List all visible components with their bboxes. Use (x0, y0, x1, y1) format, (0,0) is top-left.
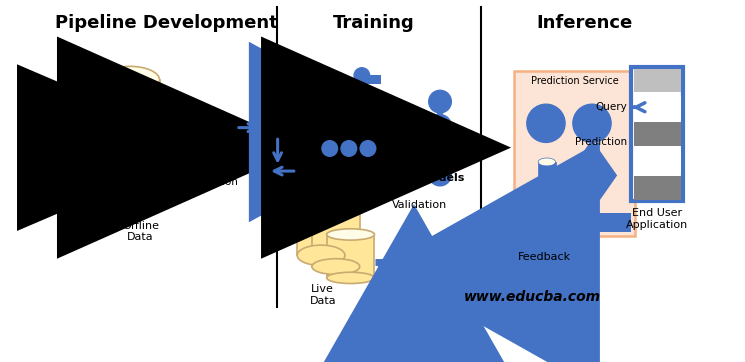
FancyBboxPatch shape (362, 75, 381, 84)
Polygon shape (568, 141, 616, 210)
FancyBboxPatch shape (538, 162, 556, 192)
Circle shape (360, 141, 375, 156)
Text: Validation: Validation (393, 200, 448, 210)
FancyBboxPatch shape (312, 206, 360, 266)
Circle shape (354, 98, 370, 114)
FancyBboxPatch shape (318, 144, 384, 154)
Ellipse shape (118, 105, 177, 125)
Ellipse shape (327, 272, 375, 283)
FancyBboxPatch shape (634, 176, 680, 200)
Text: Feedback: Feedback (519, 252, 571, 262)
FancyBboxPatch shape (634, 150, 680, 173)
FancyBboxPatch shape (514, 71, 635, 236)
Ellipse shape (297, 167, 345, 187)
Circle shape (569, 168, 597, 196)
Text: End User
Application: End User Application (626, 209, 688, 230)
FancyBboxPatch shape (118, 115, 177, 193)
Circle shape (354, 68, 370, 83)
Circle shape (573, 104, 611, 142)
FancyBboxPatch shape (634, 122, 680, 146)
Text: Prediction Service: Prediction Service (530, 76, 618, 87)
Text: Training: Training (333, 14, 415, 32)
Text: Offline
Data: Offline Data (122, 220, 159, 242)
FancyBboxPatch shape (437, 129, 443, 140)
Text: Training &
Validation: Training & Validation (186, 165, 239, 186)
Circle shape (322, 141, 337, 156)
Ellipse shape (118, 182, 177, 203)
Circle shape (339, 86, 355, 102)
FancyBboxPatch shape (323, 90, 351, 100)
Circle shape (428, 139, 451, 161)
FancyBboxPatch shape (634, 69, 680, 92)
FancyBboxPatch shape (634, 96, 680, 119)
Ellipse shape (101, 171, 159, 198)
Ellipse shape (538, 188, 556, 196)
Ellipse shape (327, 229, 375, 240)
Text: EDA &
v/s: EDA & v/s (269, 115, 304, 136)
Text: Prediction: Prediction (574, 137, 627, 147)
FancyBboxPatch shape (297, 177, 345, 255)
FancyBboxPatch shape (437, 154, 443, 164)
Text: Data
Cleaning: Data Cleaning (189, 115, 235, 136)
FancyBboxPatch shape (631, 67, 683, 202)
Text: Live
Data: Live Data (309, 284, 336, 306)
Ellipse shape (538, 158, 556, 166)
Circle shape (428, 90, 451, 113)
Text: www.educba.com: www.educba.com (464, 290, 601, 304)
Ellipse shape (297, 245, 345, 265)
Text: Query: Query (595, 102, 627, 112)
FancyBboxPatch shape (362, 117, 381, 127)
Text: Models: Models (419, 173, 464, 183)
FancyBboxPatch shape (323, 105, 351, 115)
FancyBboxPatch shape (437, 105, 443, 115)
Circle shape (339, 114, 355, 129)
Ellipse shape (312, 259, 360, 274)
Ellipse shape (101, 66, 159, 93)
Text: Training pipeline: Training pipeline (318, 173, 422, 183)
Circle shape (428, 163, 451, 186)
Circle shape (428, 115, 451, 137)
Circle shape (341, 141, 357, 156)
FancyBboxPatch shape (101, 80, 159, 184)
FancyBboxPatch shape (327, 235, 375, 278)
Circle shape (527, 104, 565, 142)
Text: Model
Design: Model Design (301, 163, 337, 184)
Ellipse shape (312, 198, 360, 214)
Text: Pipeline Development: Pipeline Development (55, 14, 278, 32)
Text: Inference: Inference (536, 14, 633, 32)
FancyBboxPatch shape (519, 213, 631, 232)
